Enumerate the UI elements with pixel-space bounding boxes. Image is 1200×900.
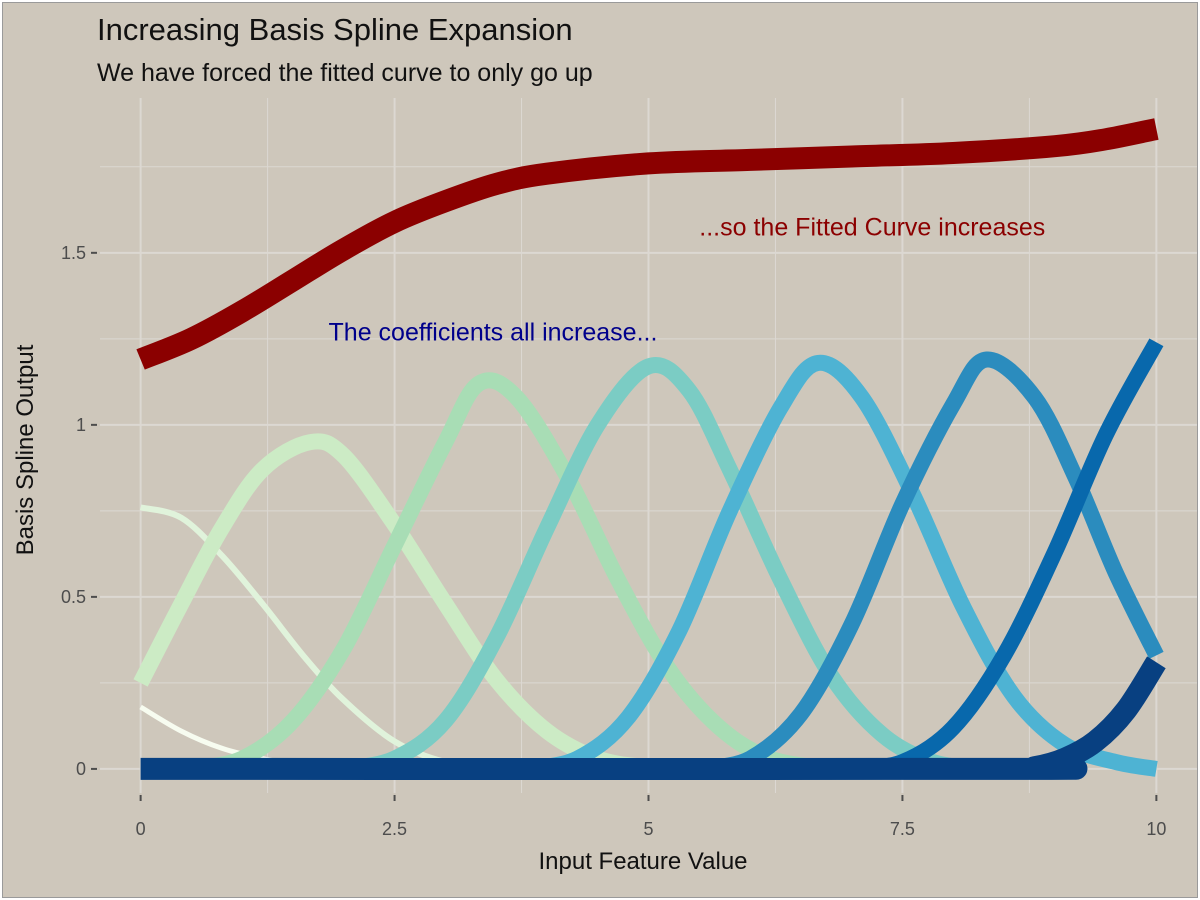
y-tick-label: 0.5 <box>61 587 86 607</box>
annotation-fitted-curve: ...so the Fitted Curve increases <box>699 214 1045 242</box>
annotation-coefficients: The coefficients all increase... <box>329 319 658 347</box>
y-axis-title: Basis Spline Output <box>12 344 39 555</box>
x-tick-label: 5 <box>643 819 653 839</box>
series-line-fitted-curve <box>136 118 1159 370</box>
series-line-basis-7 <box>697 351 1164 777</box>
series-line-basis-6 <box>525 354 1158 777</box>
chart-subtitle: We have forced the fitted curve to only … <box>97 59 593 87</box>
axes: 0 2.5 5 7.5 10 0 0.5 1 1.5 <box>61 243 1166 839</box>
series-line-basis-5 <box>342 357 985 777</box>
x-tick-label: 0 <box>136 819 146 839</box>
series-line-basis-9 <box>140 656 1166 781</box>
series <box>133 118 1166 781</box>
x-axis-title: Input Feature Value <box>538 848 747 875</box>
x-tick-label: 2.5 <box>382 819 407 839</box>
series-line-basis-4 <box>189 372 833 777</box>
annotations: ...so the Fitted Curve increases The coe… <box>329 214 1046 347</box>
x-tick-label: 7.5 <box>890 819 915 839</box>
y-tick-label: 1.5 <box>61 243 86 263</box>
y-tick-label: 0 <box>76 759 86 779</box>
y-tick-label: 1 <box>76 415 86 435</box>
chart-title: Increasing Basis Spline Expansion <box>97 12 573 47</box>
chart-svg: ...so the Fitted Curve increases The coe… <box>12 12 1197 875</box>
x-tick-label: 10 <box>1146 819 1166 839</box>
